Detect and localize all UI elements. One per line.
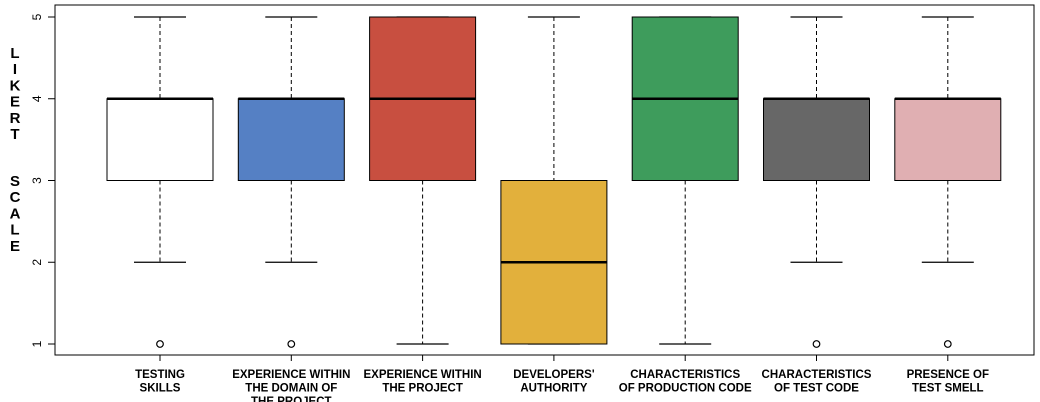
y-axis-title-letter: R xyxy=(10,110,21,127)
box-plot-item xyxy=(894,16,1002,348)
box-iqr xyxy=(763,98,870,181)
y-tick-label: 3 xyxy=(30,177,44,184)
box-iqr xyxy=(237,98,345,181)
y-tick-label: 5 xyxy=(30,13,44,20)
category-label-line: TESTING xyxy=(135,369,185,381)
boxes xyxy=(106,16,1002,348)
category-label-line: THE PROJECT xyxy=(251,396,332,402)
y-axis: 1 2 3 4 5 xyxy=(30,13,55,347)
category-label: DEVELOPERS' AUTHORITY xyxy=(513,369,595,395)
category-label-line: EXPERIENCE WITHIN xyxy=(232,369,350,381)
y-axis-title-letter: E xyxy=(10,238,20,255)
y-tick-label: 4 xyxy=(30,95,44,102)
y-axis-title-letter: C xyxy=(10,189,21,206)
category-label-line: THE PROJECT xyxy=(382,383,463,395)
outlier-point xyxy=(287,340,296,348)
box-plot-item xyxy=(106,16,214,348)
y-axis-title-letter: K xyxy=(10,77,21,94)
y-axis-title-letter: L xyxy=(10,45,19,62)
category-label-line: OF PRODUCTION CODE xyxy=(619,383,752,395)
outlier-point xyxy=(943,340,952,348)
y-axis-title-letter: I xyxy=(13,61,17,78)
y-tick-label: 2 xyxy=(30,259,44,266)
category-label-line: EXPERIENCE WITHIN xyxy=(363,369,481,381)
category-label-line: PRESENCE OF xyxy=(907,369,989,381)
category-label-line: OF TEST CODE xyxy=(774,383,859,395)
plot-frame xyxy=(54,4,1035,356)
category-label: EXPERIENCE WITHIN THE DOMAIN OF THE PROJEC… xyxy=(232,369,350,402)
y-axis-title-letter: S xyxy=(10,173,20,190)
box-iqr xyxy=(894,98,1002,181)
category-label-line: AUTHORITY xyxy=(520,383,587,395)
category-label: CHARACTERISTICS OF TEST CODE xyxy=(762,369,872,395)
category-label: CHARACTERISTICS OF PRODUCTION CODE xyxy=(619,369,752,395)
category-label-line: CHARACTERISTICS xyxy=(630,369,740,381)
category-label: PRESENCE OF TEST SMELL xyxy=(907,369,989,395)
box-plot-item xyxy=(763,16,870,348)
y-axis-title-letter: L xyxy=(10,222,19,239)
y-axis-title-letter: T xyxy=(10,126,19,143)
category-label-line: SKILLS xyxy=(140,383,181,395)
y-axis-title-letter: A xyxy=(10,205,21,222)
category-label-line: THE DOMAIN OF xyxy=(245,383,337,395)
category-label: TESTING SKILLS xyxy=(135,369,185,395)
y-axis-title-letter: E xyxy=(10,94,20,111)
y-tick-label: 1 xyxy=(30,340,44,347)
box-plot-item xyxy=(369,16,477,345)
box-plot-item xyxy=(237,16,345,348)
x-axis-labels: TESTING SKILLS EXPERIENCE WITHIN THE DOMAIN… xyxy=(135,355,989,402)
box-plot-item xyxy=(631,16,739,345)
box-iqr xyxy=(106,98,214,181)
category-label: EXPERIENCE WITHIN THE PROJECT xyxy=(363,369,481,395)
category-label-line: TEST SMELL xyxy=(912,383,984,395)
category-label-line: CHARACTERISTICS xyxy=(762,369,872,381)
outlier-point xyxy=(156,340,164,348)
box-plot-item xyxy=(500,16,608,345)
outlier-point xyxy=(812,340,821,348)
category-label-line: DEVELOPERS' xyxy=(513,369,595,381)
